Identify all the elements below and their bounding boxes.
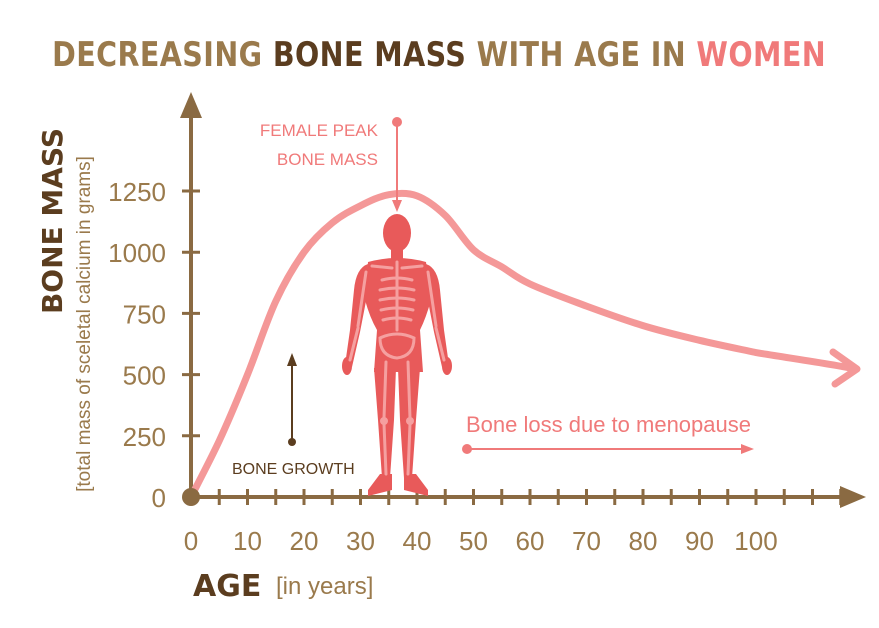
y-axis-unit: [total mass of sceletal calcium in grams… — [74, 156, 95, 492]
origin-point — [182, 488, 200, 506]
y-tick-label: 0 — [152, 483, 166, 513]
title-part-women: WOMEN — [696, 36, 826, 75]
loss-label: Bone loss due to menopause — [466, 412, 751, 437]
x-tick-label: 10 — [233, 526, 262, 556]
x-axis-unit: [in years] — [276, 573, 373, 600]
title-part-with-age: WITH AGE IN — [466, 36, 696, 75]
title-part-decreasing: DECREASING — [52, 36, 273, 75]
peak-label-line1: FEMALE PEAK — [260, 121, 379, 140]
y-ticks: 0 250 500 750 1000 1250 — [108, 177, 200, 513]
peak-arrow-icon — [392, 200, 402, 212]
loss-arrow-icon — [741, 444, 754, 454]
growth-arrow-icon — [287, 353, 297, 366]
x-tick-label: 50 — [459, 526, 488, 556]
x-tick-label: 90 — [685, 526, 714, 556]
x-tick-label: 80 — [629, 526, 658, 556]
peak-annotation: FEMALE PEAK BONE MASS — [260, 117, 402, 212]
chart-title: DECREASING BONE MASS WITH AGE IN WOMEN — [52, 36, 826, 75]
y-axis-label: BONE MASS — [36, 128, 69, 314]
y-axis-arrow-icon — [180, 92, 202, 118]
y-tick-label: 500 — [123, 361, 166, 391]
x-tick-label: 60 — [516, 526, 545, 556]
y-tick-label: 1000 — [108, 238, 166, 268]
growth-annotation: BONE GROWTH — [232, 353, 355, 478]
x-tick-label: 0 — [184, 526, 198, 556]
x-tick-label: 40 — [403, 526, 432, 556]
female-figure-icon — [342, 214, 452, 496]
x-ticks: 0 10 20 30 40 50 60 70 80 90 100 — [184, 489, 843, 556]
loss-annotation: Bone loss due to menopause — [462, 412, 754, 454]
x-tick-label: 30 — [346, 526, 375, 556]
x-axis-arrow-icon — [840, 486, 866, 508]
y-tick-label: 750 — [123, 299, 166, 329]
peak-label-line2: BONE MASS — [277, 150, 378, 169]
x-axis-label: AGE — [193, 569, 261, 604]
y-tick-label: 1250 — [108, 177, 166, 207]
title-part-bone-mass: BONE MASS — [273, 36, 466, 75]
bone-mass-curve — [187, 189, 859, 501]
axes — [180, 92, 866, 508]
curve-arrowhead-icon — [829, 348, 861, 388]
growth-label: BONE GROWTH — [232, 461, 355, 478]
x-tick-label: 20 — [290, 526, 319, 556]
x-tick-label: 100 — [734, 526, 777, 556]
y-tick-label: 250 — [123, 422, 166, 452]
x-tick-label: 70 — [572, 526, 601, 556]
